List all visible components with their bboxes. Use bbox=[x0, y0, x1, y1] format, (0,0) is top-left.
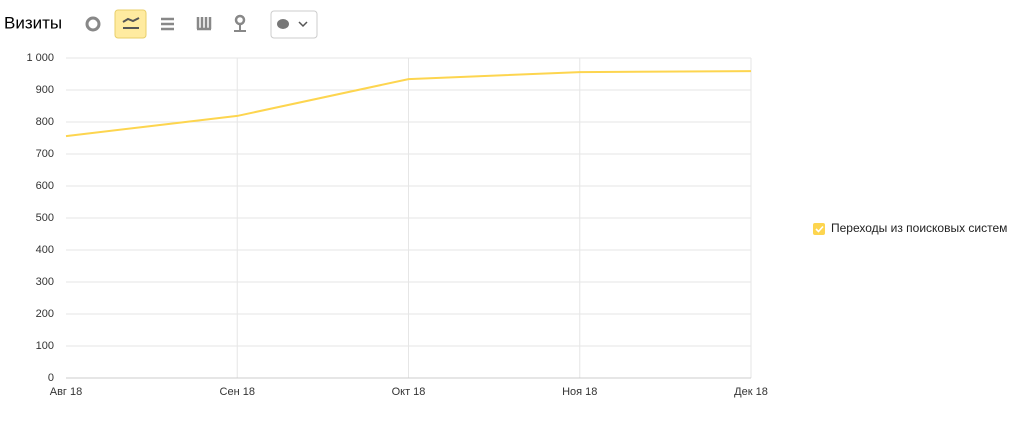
x-tick-label: Ноя 18 bbox=[562, 386, 597, 398]
bar-button[interactable] bbox=[196, 17, 212, 31]
legend-checkbox[interactable] bbox=[813, 223, 825, 235]
legend-check bbox=[815, 225, 824, 233]
chart-title: Визиты bbox=[4, 13, 62, 32]
x-tick-label: Дек 18 bbox=[734, 386, 768, 398]
y-tick-label: 800 bbox=[36, 116, 54, 128]
x-tick-label: Авг 18 bbox=[50, 386, 82, 398]
x-tick-label: Окт 18 bbox=[392, 386, 426, 398]
comment-dropdown[interactable] bbox=[270, 10, 318, 39]
legend-label[interactable]: Переходы из поисковых систем bbox=[831, 221, 1007, 235]
y-tick-label: 400 bbox=[36, 244, 54, 256]
toolbar bbox=[85, 9, 318, 39]
y-tick-label: 100 bbox=[36, 340, 54, 352]
x-tick-label: Сен 18 bbox=[220, 386, 255, 398]
line-series bbox=[65, 70, 752, 138]
y-tick-label: 500 bbox=[36, 212, 54, 224]
area-button[interactable] bbox=[161, 17, 174, 31]
pie-button[interactable] bbox=[85, 16, 101, 32]
map-button[interactable] bbox=[234, 14, 246, 32]
y-tick-label: 900 bbox=[36, 84, 54, 96]
line-button[interactable] bbox=[114, 9, 147, 39]
y-tick-label: 300 bbox=[36, 276, 54, 288]
y-tick-label: 1 000 bbox=[26, 52, 54, 64]
y-tick-label: 700 bbox=[36, 148, 54, 160]
y-tick-label: 0 bbox=[48, 372, 54, 384]
y-tick-label: 600 bbox=[36, 180, 54, 192]
y-tick-label: 200 bbox=[36, 308, 54, 320]
